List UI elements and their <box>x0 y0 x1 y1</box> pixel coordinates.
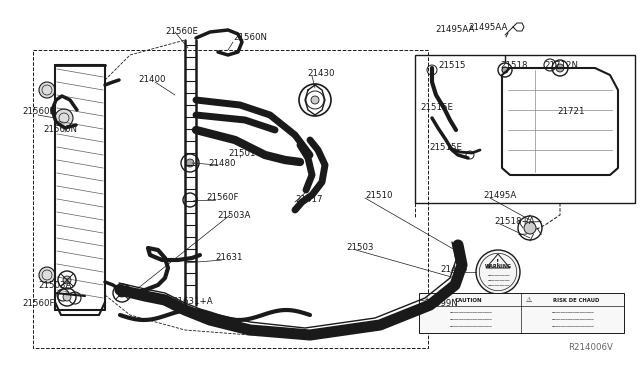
Text: WARNING: WARNING <box>484 263 511 269</box>
Text: 21495AA: 21495AA <box>468 23 508 32</box>
Text: R214006V: R214006V <box>568 343 613 353</box>
Text: ──────────────────: ────────────────── <box>449 325 492 329</box>
Circle shape <box>311 96 319 104</box>
Text: !: ! <box>497 259 500 265</box>
Text: ──────────────────: ────────────────── <box>449 311 492 315</box>
Text: 21721: 21721 <box>557 108 584 116</box>
Text: 21515: 21515 <box>438 61 465 70</box>
Text: 21400: 21400 <box>138 76 166 84</box>
Circle shape <box>63 293 71 301</box>
Circle shape <box>476 250 520 294</box>
Text: 21560N: 21560N <box>43 125 77 135</box>
Text: 21503A: 21503A <box>217 211 250 219</box>
Text: 21417: 21417 <box>295 196 323 205</box>
Text: 21495AA: 21495AA <box>435 26 474 35</box>
Circle shape <box>39 267 55 283</box>
Text: ⚠: ⚠ <box>526 297 532 303</box>
Text: 21560N: 21560N <box>233 33 267 42</box>
Bar <box>419 293 624 333</box>
Text: 21712N: 21712N <box>544 61 578 70</box>
Circle shape <box>55 109 73 127</box>
Text: 21515E: 21515E <box>429 144 462 153</box>
Text: 21510: 21510 <box>365 192 392 201</box>
Text: 21515E: 21515E <box>420 103 453 112</box>
Circle shape <box>186 159 194 167</box>
Text: RISK DE CHAUD: RISK DE CHAUD <box>553 298 599 302</box>
Text: 21503A: 21503A <box>38 282 72 291</box>
Text: 21631: 21631 <box>215 253 243 263</box>
Text: 21501: 21501 <box>228 148 255 157</box>
Circle shape <box>556 64 564 72</box>
Text: 21518+A: 21518+A <box>494 218 534 227</box>
Text: 21560E: 21560E <box>165 28 198 36</box>
Text: 21430: 21430 <box>307 68 335 77</box>
Text: ─────────: ───────── <box>487 279 509 283</box>
Text: ──────────────────: ────────────────── <box>550 325 593 329</box>
Text: ──────────────────: ────────────────── <box>550 318 593 322</box>
Bar <box>415 55 635 203</box>
Circle shape <box>502 67 508 73</box>
Text: 21518: 21518 <box>500 61 527 70</box>
Text: ──────────────────: ────────────────── <box>550 311 593 315</box>
Circle shape <box>63 276 71 284</box>
Text: 21631+A: 21631+A <box>172 298 212 307</box>
Bar <box>33 50 428 348</box>
Text: ─────────: ───────── <box>487 274 509 278</box>
Text: 21560E: 21560E <box>22 108 55 116</box>
Text: CAUTION: CAUTION <box>455 298 483 302</box>
Text: 21495A: 21495A <box>483 192 516 201</box>
Text: 21480: 21480 <box>208 158 236 167</box>
Text: 21435: 21435 <box>440 266 467 275</box>
Text: 21560F: 21560F <box>206 193 239 202</box>
Text: 21599N: 21599N <box>424 298 458 308</box>
Circle shape <box>118 289 126 297</box>
Text: ⚠: ⚠ <box>424 297 430 303</box>
Text: 21560F: 21560F <box>22 298 54 308</box>
Circle shape <box>524 222 536 234</box>
Text: 21503: 21503 <box>346 244 374 253</box>
Text: ─────────: ───────── <box>487 284 509 288</box>
Circle shape <box>39 82 55 98</box>
Text: ──────────────────: ────────────────── <box>449 318 492 322</box>
